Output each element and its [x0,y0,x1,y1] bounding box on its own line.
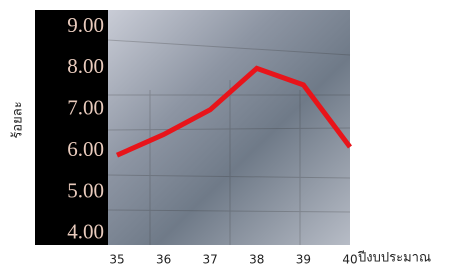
y-tick-label: 4.00 [67,220,104,244]
x-axis-title: ปีงบประมาณ [357,250,431,266]
plot-background [108,10,350,245]
y-tick-label: 5.00 [67,178,104,202]
chart: ร้อยละ ปีงบประมาณ 4.00 5.00 6.00 7.00 8.00 9.… [0,0,465,270]
x-tick-label: 35 [109,253,124,267]
y-tick-label: 9.00 [67,13,104,37]
x-tick-label: 40 [342,253,357,267]
y-tick-label: 7.00 [67,96,104,120]
x-tick-label: 36 [156,253,171,267]
x-tick-label: 37 [203,253,218,267]
x-tick-label: 38 [249,253,264,267]
y-tick-label: 6.00 [67,137,104,161]
y-axis-title: ร้อยละ [11,101,26,138]
x-tick-label: 39 [296,253,311,267]
y-tick-label: 8.00 [67,54,104,78]
y-axis-band [35,10,108,245]
